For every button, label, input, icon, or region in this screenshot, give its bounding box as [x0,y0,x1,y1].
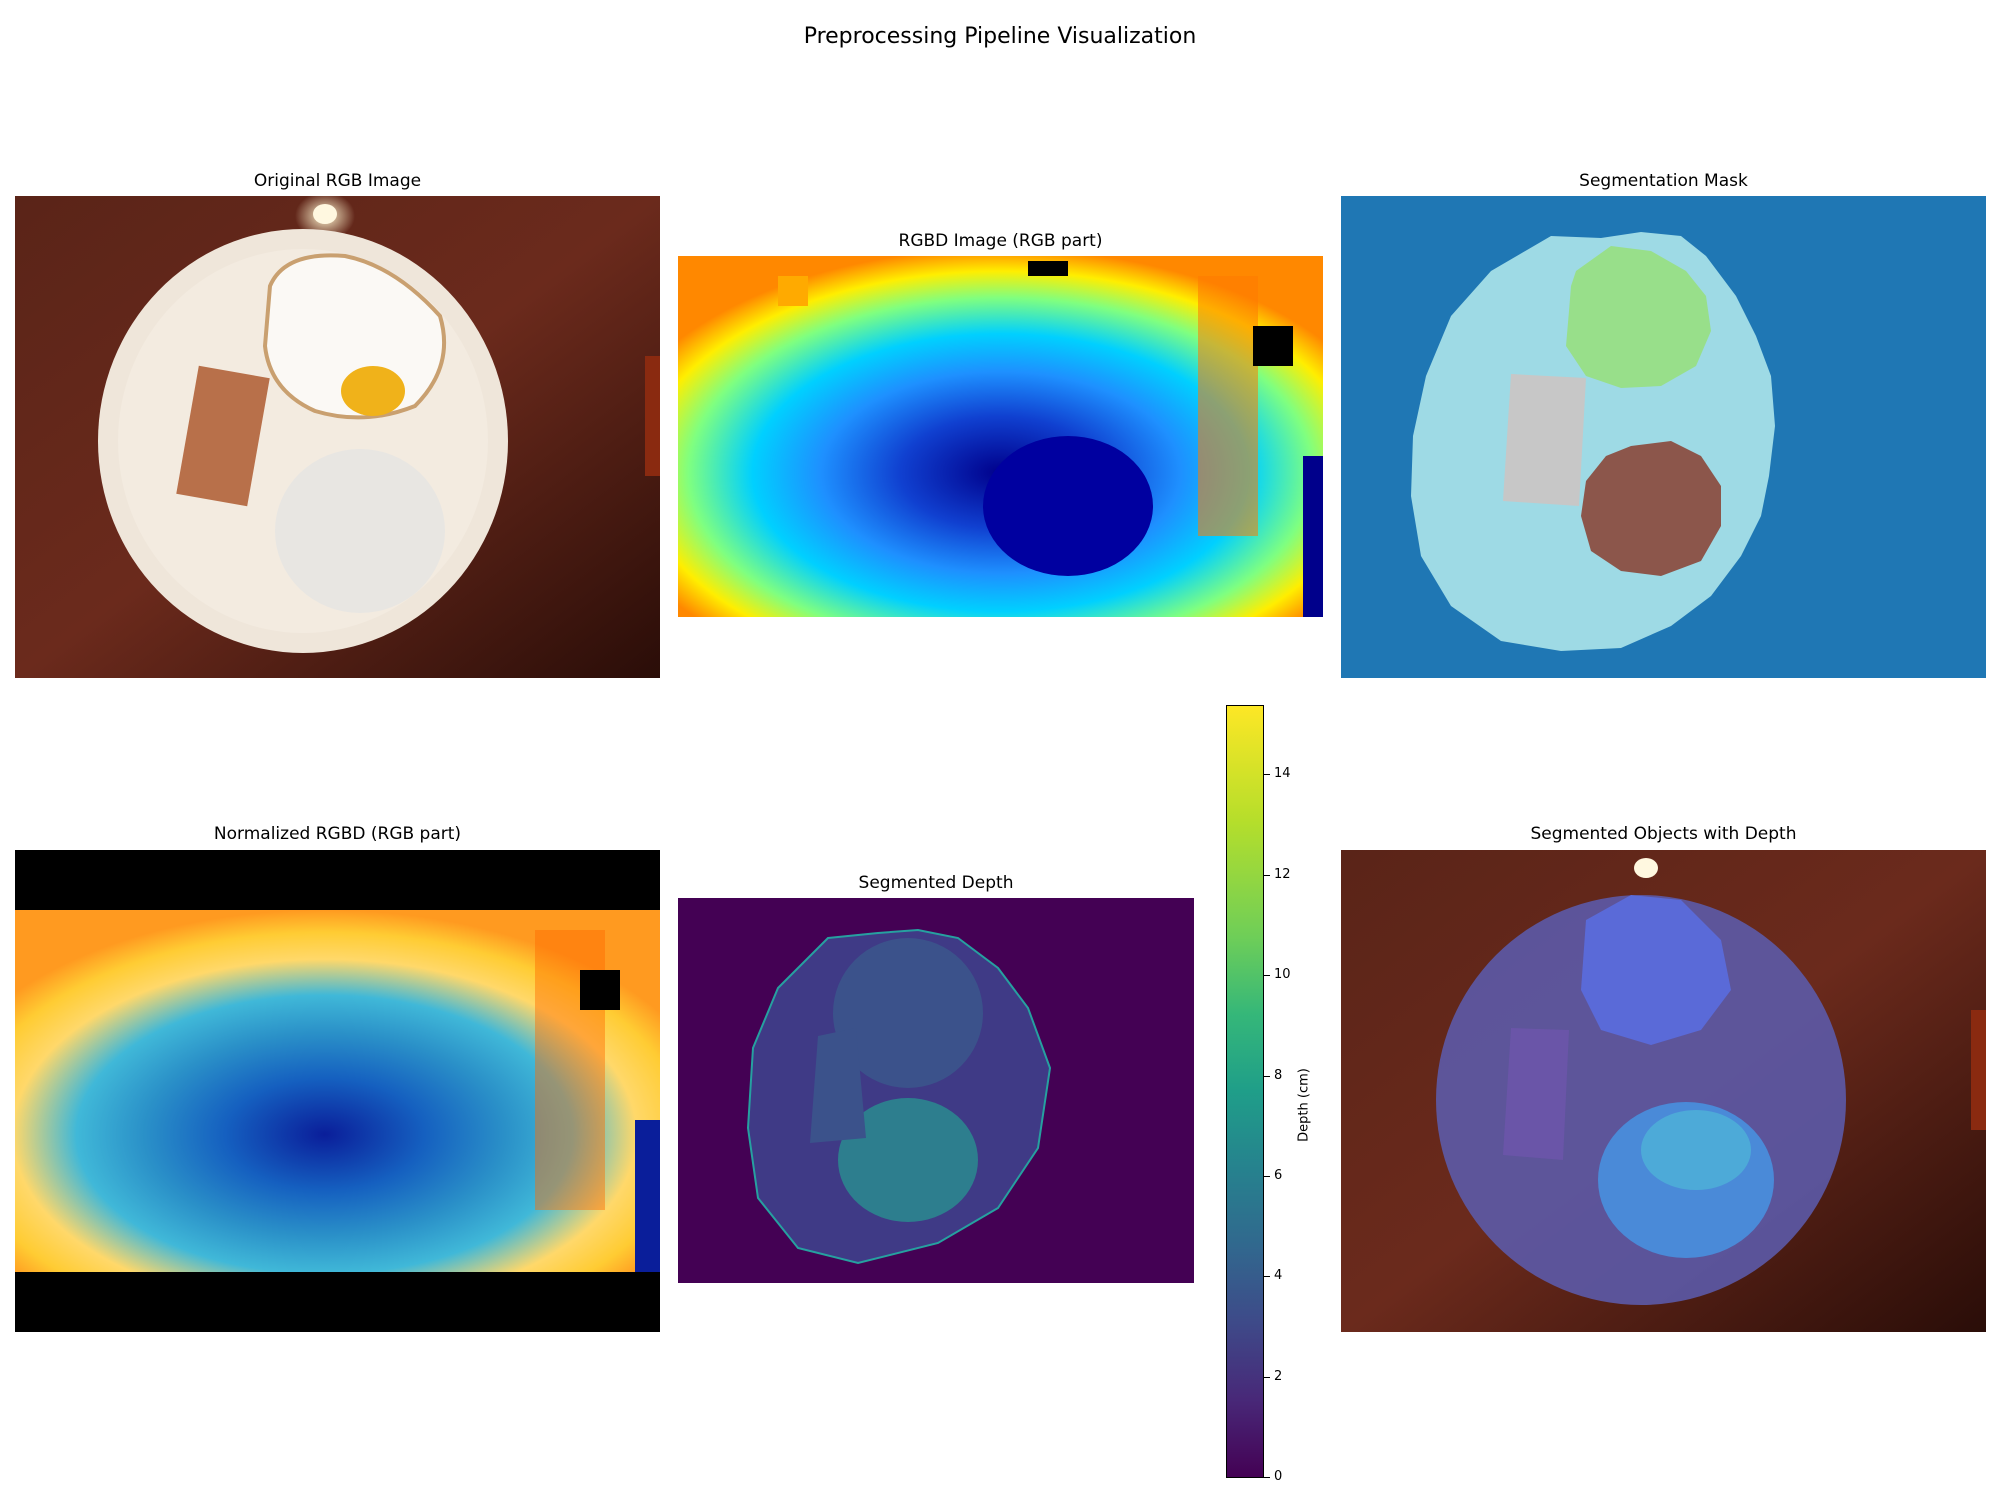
original-rgb-image [15,196,660,678]
depth-colorbar [1226,705,1264,1478]
colorbar-tick-label: 12 [1274,867,1291,882]
colorbar-tick [1264,1477,1270,1478]
figure-title: Preprocessing Pipeline Visualization [803,24,1197,49]
colorbar-tick [1264,1276,1270,1277]
segmented-overlay-title: Segmented Objects with Depth [1530,824,1797,844]
colorbar-tick [1264,875,1270,876]
colorbar-tick-label: 6 [1274,1168,1283,1183]
normalized-rgbd-image [15,850,660,1332]
original-rgb-title: Original RGB Image [253,171,422,191]
colorbar-tick [1264,1377,1270,1378]
colorbar-tick [1264,774,1270,775]
normalized-rgbd-title: Normalized RGBD (RGB part) [213,824,462,844]
segmented-depth-title: Segmented Depth [858,873,1014,893]
colorbar-tick [1264,1176,1270,1177]
colorbar-tick-label: 4 [1274,1268,1283,1283]
segmented-depth-image [678,898,1194,1283]
rgbd-image [678,256,1323,617]
colorbar-tick-label: 8 [1274,1068,1283,1083]
colorbar-tick-label: 10 [1274,967,1291,982]
colorbar-tick [1264,1076,1270,1077]
segmented-overlay-image [1341,850,1986,1332]
segmentation-mask-image [1341,196,1986,678]
colorbar-tick-label: 2 [1274,1369,1283,1384]
colorbar-tick [1264,975,1270,976]
colorbar-tick-label: 14 [1274,766,1291,781]
colorbar-label: Depth (cm) [1296,1068,1312,1142]
segmentation-mask-title: Segmentation Mask [1579,171,1748,191]
rgbd-title: RGBD Image (RGB part) [898,231,1103,251]
colorbar-tick-label: 0 [1274,1469,1283,1484]
